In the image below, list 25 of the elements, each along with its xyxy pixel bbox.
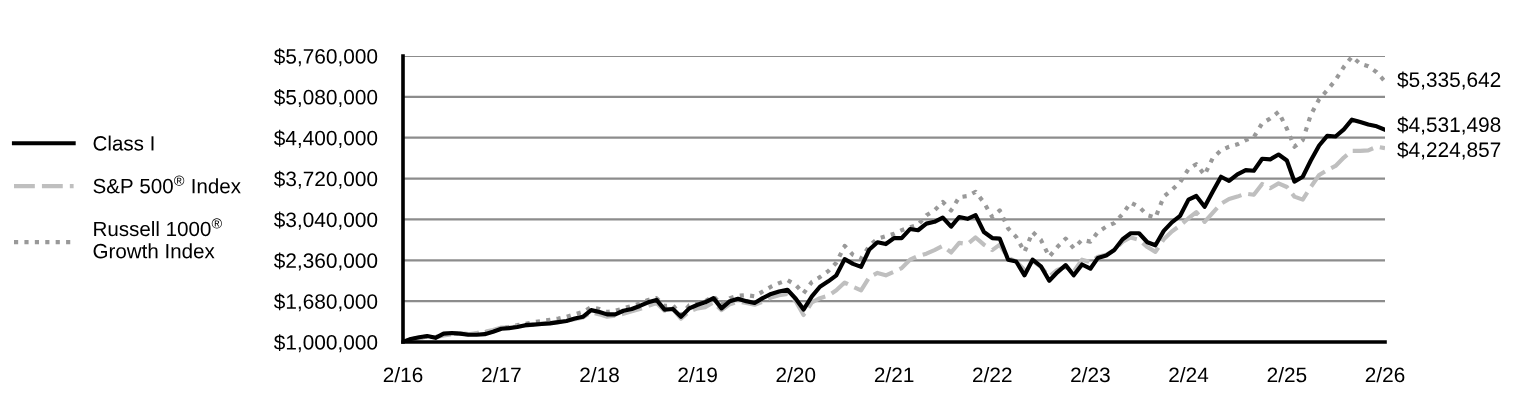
x-tick-label: 2/18	[580, 367, 619, 383]
y-tick-label: $1,000,000	[273, 334, 378, 353]
x-tick-label: 2/16	[383, 367, 423, 383]
y-tick-label: $1,680,000	[273, 293, 378, 312]
legend-label: Class I	[93, 135, 154, 151]
x-tick-label: 2/20	[776, 367, 816, 383]
x-tick-label: 2/21	[874, 367, 914, 383]
y-tick-label: $3,720,000	[273, 170, 378, 189]
x-tick-label: 2/26	[1365, 367, 1405, 383]
x-tick-label: 2/17	[482, 367, 521, 383]
legend-label: Russell 1000$^{®}$ Growth Index	[93, 218, 222, 259]
y-tick-label: $3,040,000	[273, 211, 378, 230]
x-tick-label: 2/23	[1071, 367, 1110, 383]
annotation: $4,224,857	[1397, 141, 1501, 160]
annotation: $4,531,498	[1397, 116, 1501, 135]
legend-label: S&P 500$^{®}$ Index	[93, 175, 241, 194]
x-tick-label: 2/22	[973, 367, 1012, 383]
y-tick-label: $5,080,000	[273, 88, 378, 108]
x-tick-label: 2/19	[678, 367, 717, 383]
annotation: $5,335,642	[1397, 71, 1501, 90]
y-tick-label: $2,360,000	[273, 252, 378, 271]
y-tick-label: $4,400,000	[273, 129, 378, 148]
x-tick-label: 2/24	[1169, 367, 1209, 383]
x-tick-label: 2/25	[1267, 367, 1307, 383]
y-tick-label: $5,760,000	[273, 48, 378, 67]
